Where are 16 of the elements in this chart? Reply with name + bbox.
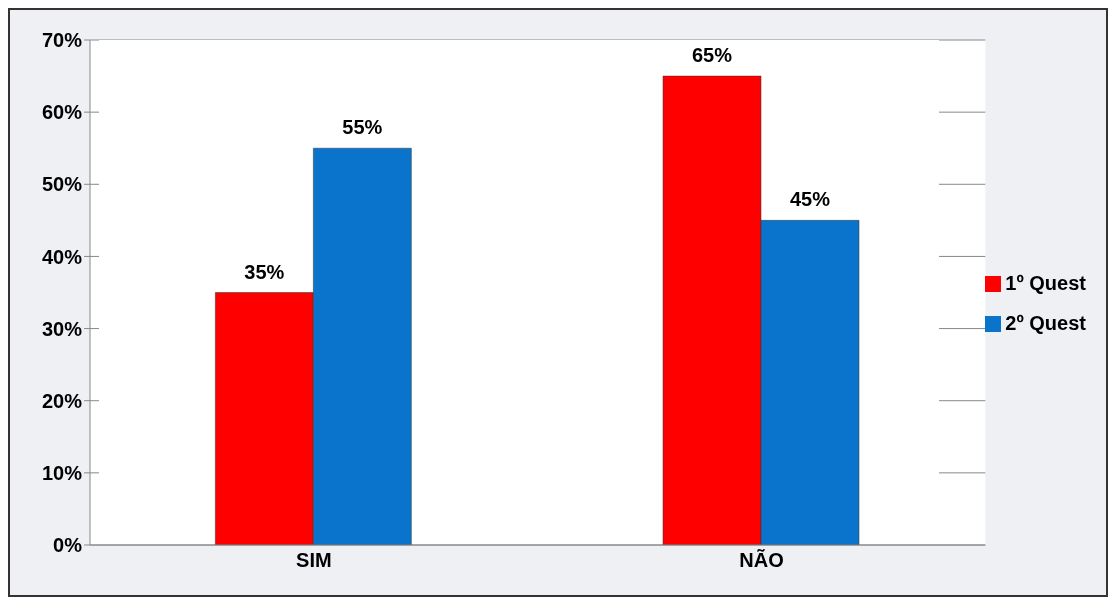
data-label: 65% (691, 44, 733, 67)
data-label: 55% (342, 116, 383, 139)
y-tick-label: 40% (41, 245, 83, 268)
y-tick-label: 50% (41, 173, 83, 196)
y-tick-label: 70% (41, 29, 83, 52)
data-label: 45% (789, 188, 831, 211)
x-tick-label: NÃO (739, 549, 784, 572)
y-tick-label: 0% (53, 534, 83, 557)
legend-label: 1º Quest (1005, 271, 1086, 294)
x-tick-label: SIM (296, 549, 332, 572)
y-tick-label: 10% (41, 461, 83, 484)
legend-label: 2º Quest (1005, 311, 1086, 334)
y-tick-label: 20% (41, 389, 83, 412)
y-tick-label: 60% (41, 101, 83, 124)
data-label: 35% (244, 260, 285, 283)
y-tick-label: 30% (41, 317, 83, 340)
